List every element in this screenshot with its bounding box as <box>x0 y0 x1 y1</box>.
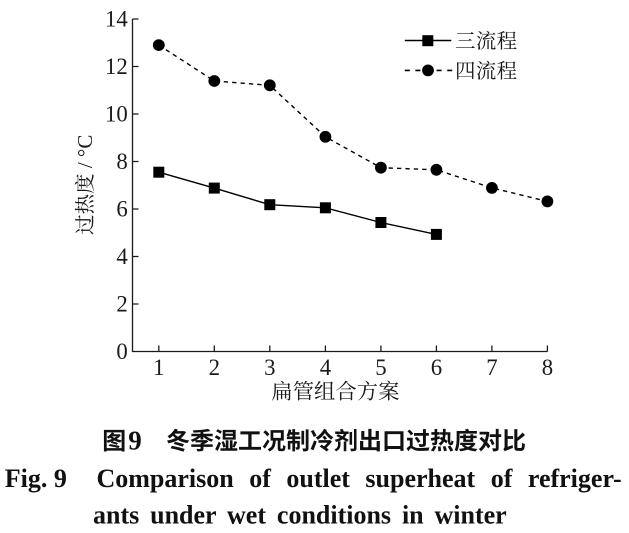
svg-text:0: 0 <box>116 339 127 364</box>
svg-text:Fig. 9: Fig. 9 <box>5 464 67 493</box>
svg-text:6: 6 <box>431 355 442 380</box>
svg-text:5: 5 <box>375 355 386 380</box>
svg-text:1: 1 <box>153 355 164 380</box>
svg-text:14: 14 <box>105 6 128 31</box>
svg-text:10: 10 <box>105 101 128 126</box>
svg-text:4: 4 <box>320 355 332 380</box>
svg-text:Comparison of outlet superheat: Comparison of outlet superheat of refrig… <box>97 464 622 493</box>
svg-text:12: 12 <box>105 54 128 79</box>
svg-text:3: 3 <box>264 355 275 380</box>
svg-text:/ °C: / °C <box>73 135 97 174</box>
svg-text:2: 2 <box>209 355 220 380</box>
svg-text:6: 6 <box>116 196 127 221</box>
svg-text:7: 7 <box>486 355 497 380</box>
svg-text:4: 4 <box>116 244 128 269</box>
svg-text:ants under wet conditions in w: ants under wet conditions in winter <box>93 501 507 530</box>
svg-text:9: 9 <box>128 425 142 455</box>
svg-text:8: 8 <box>542 355 553 380</box>
svg-text:2: 2 <box>116 291 127 316</box>
svg-text:8: 8 <box>116 149 127 174</box>
